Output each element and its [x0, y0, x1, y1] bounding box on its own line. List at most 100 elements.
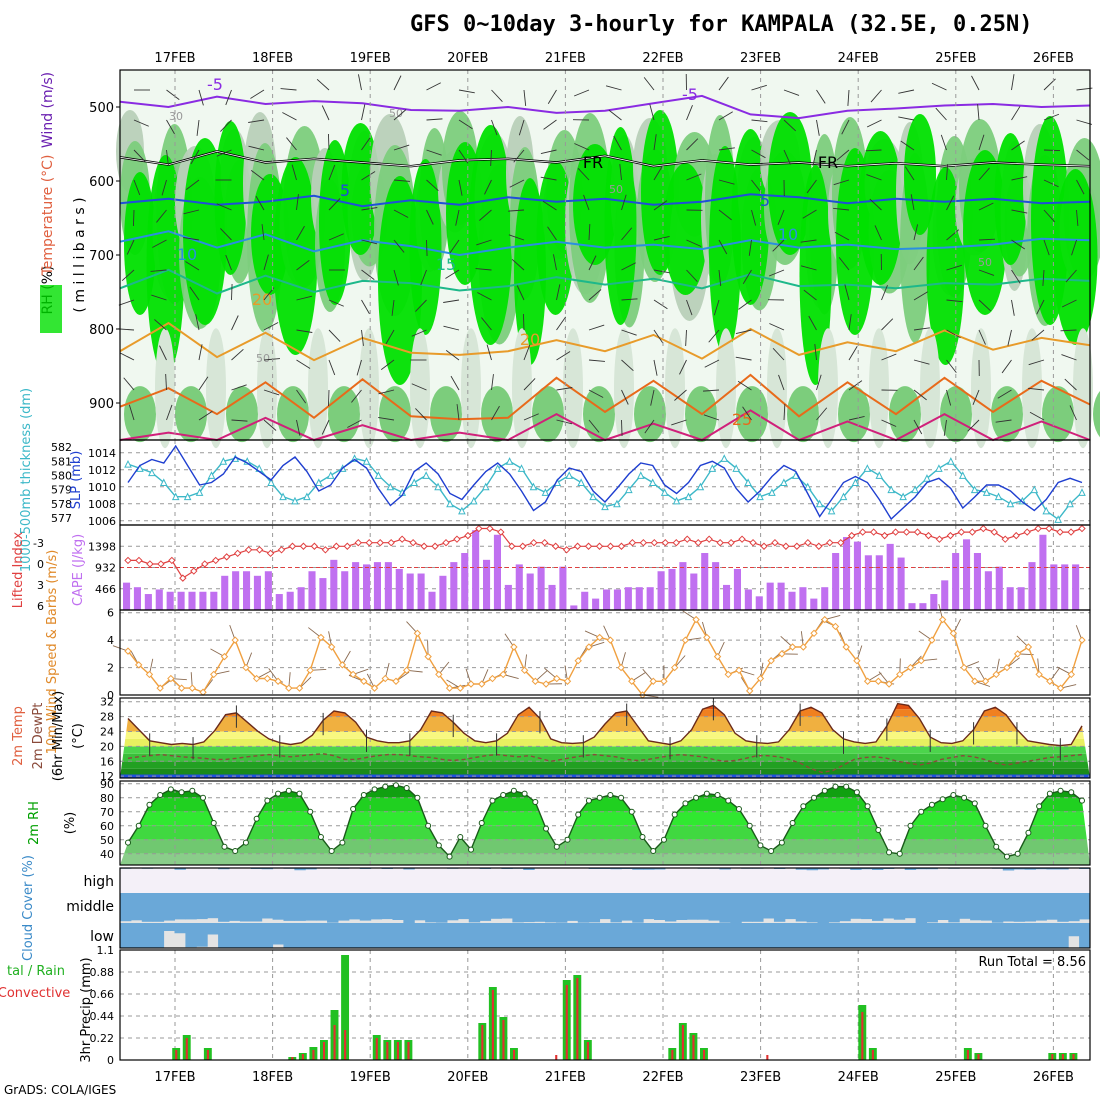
temp-ylabel-c: (6hr Min/Max): [51, 691, 66, 781]
wind-barb: [356, 359, 362, 376]
cloud-cell-high: [1035, 868, 1047, 870]
wind-barb: [426, 118, 443, 121]
day-label-bottom: 24FEB: [838, 1070, 879, 1085]
rh2m-point: [178, 789, 185, 796]
wind-barb: [881, 419, 897, 427]
isotherm-25: [119, 373, 1091, 421]
li-point: [464, 531, 472, 540]
wind-barb: [523, 378, 536, 391]
wind-barb: [196, 119, 200, 136]
li-point: [387, 539, 395, 547]
wind-barb: [328, 198, 341, 211]
wind-barb: [484, 179, 492, 195]
cape-bar: [537, 566, 545, 610]
cape-bar: [995, 566, 1003, 610]
wind-barb: [588, 289, 602, 301]
precip-conv-bar: [702, 1050, 706, 1060]
precip-tick-label: 1.1: [97, 944, 115, 957]
wind-barb: [650, 389, 655, 406]
cape-bar: [1017, 587, 1025, 610]
wind-barb: [718, 179, 735, 185]
cloud-cell-high: [1046, 868, 1058, 870]
wind-barb: [1011, 140, 1025, 151]
day-label-top: 25FEB: [935, 51, 976, 66]
isotherm-label: 10: [177, 245, 197, 264]
cloud-cell-low: [773, 923, 786, 948]
thickness-point: [625, 485, 633, 494]
isotherm--5: [119, 94, 1091, 120]
wind-speed-point: [703, 633, 711, 642]
thickness-point: [994, 492, 1003, 501]
cloud-cell-middle: [773, 893, 786, 922]
grads-credit: GrADS: COLA/IGES: [4, 1083, 117, 1097]
rh-region: [904, 114, 936, 235]
wind-barb: [1071, 239, 1077, 256]
cape-bar: [428, 591, 436, 610]
wind-speed-point: [649, 677, 657, 685]
li-ylabel: Lifted Index: [11, 531, 26, 608]
cloud-cell-low: [763, 923, 775, 948]
wind-speed-point: [885, 680, 893, 688]
cape-bar: [243, 571, 251, 610]
thickness-point: [815, 499, 824, 508]
wind-barb: [803, 289, 817, 301]
cape-bar: [1061, 564, 1069, 610]
thickness-point: [148, 468, 156, 477]
wind-barb: [185, 261, 200, 271]
li-point: [354, 539, 362, 547]
thickness-point: [636, 471, 645, 479]
wind-speed-point: [338, 661, 347, 669]
wind-barb: [814, 344, 817, 361]
cloud-cell-low: [599, 923, 611, 948]
cape-bar: [657, 571, 665, 610]
cape-bar: [624, 587, 632, 610]
wind-barb: [946, 264, 962, 271]
cloud-cell-middle: [305, 893, 317, 921]
li-point: [848, 531, 856, 540]
wind-barb: [361, 299, 370, 315]
wind-barb: [1076, 119, 1093, 125]
wind-barb: [1042, 269, 1045, 286]
rh2m-point: [618, 794, 625, 801]
rh-region-low: [716, 328, 736, 449]
cloud-cell-high: [218, 868, 230, 870]
wind-barb: [608, 109, 622, 121]
cape-bar: [417, 573, 425, 610]
temp-band: [120, 768, 1090, 778]
cloud-cell-middle: [250, 893, 263, 922]
rh2m-point: [864, 803, 871, 810]
cape-ylabel: CAPE (J/kg): [71, 534, 86, 606]
li-point: [1012, 531, 1020, 540]
wind-barb: [231, 384, 247, 391]
cloud-cell-low: [436, 923, 448, 948]
wind-speed-point: [124, 647, 132, 655]
day-label-bottom: 20FEB: [447, 1070, 488, 1085]
wind-speed-point: [210, 670, 218, 679]
wind-speed-point: [906, 663, 915, 672]
thickness-point: [648, 478, 657, 486]
wind-speed-point: [381, 674, 389, 683]
wind-speed-point: [981, 677, 990, 685]
temp-ylabel-b: 2m DewPt: [31, 703, 46, 770]
wind-barb: [653, 329, 664, 344]
cloud-row-label: low: [90, 929, 114, 945]
wind-barb: [978, 134, 985, 151]
wind-barb: [150, 269, 167, 272]
precip-tick-label: 0.22: [90, 1032, 115, 1045]
li-point: [551, 542, 560, 550]
cloud-cell-middle: [697, 893, 710, 920]
wind-barb: [1043, 113, 1060, 121]
wind-barb: [523, 344, 531, 361]
cloud-cell-middle: [534, 893, 546, 922]
li-point: [222, 553, 231, 561]
wind-barb: [737, 380, 752, 391]
cape-bar: [581, 591, 589, 610]
wind-speed-point: [135, 661, 143, 669]
wind-barb: [619, 164, 622, 181]
wind-barb: [516, 285, 525, 301]
cloud-cell-low: [795, 923, 808, 948]
wind-barb: [738, 299, 752, 310]
cloud-cell-middle: [501, 893, 513, 919]
isotherm-label: -5: [207, 75, 223, 94]
cloud-cell-middle: [1079, 893, 1091, 920]
